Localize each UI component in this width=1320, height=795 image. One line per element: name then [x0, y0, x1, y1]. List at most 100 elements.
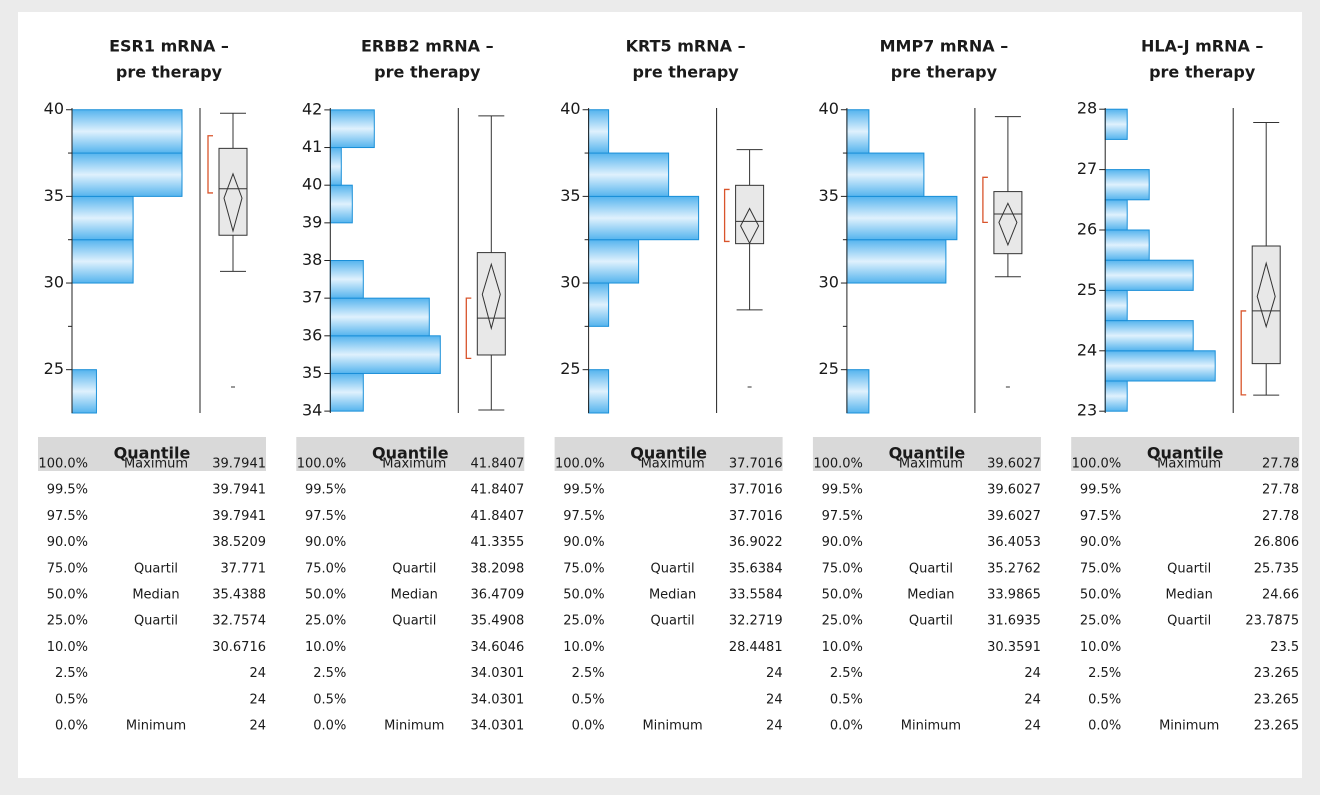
quantile-label: Quartil — [134, 614, 178, 629]
box — [218, 147, 248, 236]
y-tick-label: 41 — [302, 137, 322, 156]
quantile-label: Quartil — [392, 561, 436, 576]
y-tick-label: 26 — [1077, 220, 1097, 239]
quantile-percent: 10.0% — [1080, 640, 1121, 655]
quantile-percent: 97.5% — [305, 509, 346, 524]
histogram-bar — [329, 147, 342, 186]
quantile-percent: 10.0% — [47, 640, 88, 655]
quantile-value: 32.7574 — [212, 614, 266, 629]
quantile-percent: 50.0% — [822, 588, 863, 603]
quantile-value: 34.0301 — [471, 692, 525, 707]
y-tick-label: 35 — [302, 363, 322, 382]
quantile-value: 27.78 — [1262, 483, 1299, 498]
quantile-percent: 0.5% — [313, 692, 346, 707]
y-tick-label: 30 — [560, 273, 580, 292]
quantile-label: Quartil — [134, 561, 178, 576]
histogram-bar — [71, 152, 183, 197]
histogram-bar — [1104, 169, 1150, 201]
quantile-percent: 0.0% — [313, 719, 346, 734]
quantile-percent: 97.5% — [47, 509, 88, 524]
quantile-percent: 50.0% — [1080, 588, 1121, 603]
quantile-percent: 100.0% — [1072, 457, 1122, 472]
quantile-label: Quartil — [909, 614, 953, 629]
quantile-label: Maximum — [124, 457, 188, 472]
y-tick-label: 37 — [302, 288, 322, 307]
quantile-percent: 0.5% — [55, 692, 88, 707]
shortest-half — [723, 188, 730, 243]
quantile-label: Minimum — [126, 719, 186, 734]
quantile-value: 37.771 — [221, 561, 267, 576]
box — [476, 252, 506, 356]
quantile-percent: 25.0% — [563, 614, 604, 629]
histogram-bar — [329, 109, 375, 149]
quantile-percent: 0.5% — [1088, 692, 1121, 707]
chart-title: pre therapy — [632, 63, 739, 82]
quantile-value: 24 — [1024, 666, 1041, 681]
y-tick-label: 40 — [302, 175, 322, 194]
quantile-percent: 99.5% — [1080, 483, 1121, 498]
quantile-percent: 0.0% — [830, 719, 863, 734]
table-header-bg — [296, 437, 525, 471]
y-tick-label: 40 — [560, 99, 580, 118]
quantile-percent: 100.0% — [813, 457, 863, 472]
quantile-value: 27.78 — [1262, 509, 1299, 524]
quantile-value: 41.8407 — [471, 509, 525, 524]
shortest-half — [1240, 310, 1247, 396]
quantile-value: 39.7941 — [212, 483, 266, 498]
quantile-percent: 75.0% — [1080, 561, 1121, 576]
quantile-value: 37.7016 — [729, 509, 783, 524]
histogram-bar — [71, 239, 134, 284]
y-tick-label: 23 — [1077, 401, 1097, 420]
quantile-value: 23.7875 — [1245, 614, 1299, 629]
quantile-value: 23.265 — [1254, 719, 1300, 734]
quantile-percent: 99.5% — [563, 483, 604, 498]
quantile-value: 39.6027 — [987, 457, 1041, 472]
quantile-value: 24 — [1024, 692, 1041, 707]
quantile-percent: 2.5% — [313, 666, 346, 681]
quantile-percent: 10.0% — [305, 640, 346, 655]
quantile-value: 37.7016 — [729, 457, 783, 472]
quantile-label: Minimum — [642, 719, 702, 734]
quantile-percent: 90.0% — [305, 535, 346, 550]
quantile-percent: 25.0% — [822, 614, 863, 629]
quantile-percent: 99.5% — [47, 483, 88, 498]
histogram-bar — [71, 195, 134, 241]
quantile-label: Maximum — [1157, 457, 1221, 472]
histogram-bar — [588, 282, 610, 327]
quantile-value: 35.4908 — [471, 614, 525, 629]
quantile-percent: 50.0% — [47, 588, 88, 603]
quantile-percent: 0.0% — [55, 719, 88, 734]
quantile-value: 39.6027 — [987, 509, 1041, 524]
quantile-value: 24 — [249, 666, 266, 681]
quantile-value: 24 — [766, 666, 783, 681]
quantile-label: Quartil — [651, 614, 695, 629]
quantile-percent: 0.0% — [1088, 719, 1121, 734]
chart-title: KRT5 mRNA – — [626, 37, 746, 56]
quantile-percent: 97.5% — [822, 509, 863, 524]
histogram-bar — [588, 369, 610, 414]
quantile-label: Median — [1166, 588, 1213, 603]
quantile-value: 24 — [766, 719, 783, 734]
table-header-bg — [812, 437, 1041, 471]
quantile-percent: 75.0% — [47, 561, 88, 576]
quantile-percent: 25.0% — [1080, 614, 1121, 629]
quantile-label: Minimum — [901, 719, 961, 734]
quantile-value: 24 — [1024, 719, 1041, 734]
y-tick-label: 25 — [1077, 280, 1097, 299]
quantile-value: 39.7941 — [212, 509, 266, 524]
histogram-bar — [588, 195, 700, 241]
quantile-value: 30.6716 — [212, 640, 266, 655]
y-tick-label: 34 — [302, 401, 322, 420]
quantile-value: 30.3591 — [987, 640, 1041, 655]
y-tick-label: 25 — [819, 359, 839, 378]
shortest-half — [982, 176, 988, 224]
histogram-bar — [1104, 350, 1216, 382]
mean-diamond — [1256, 261, 1276, 329]
quantile-value: 41.8407 — [471, 457, 525, 472]
histogram-bar — [1104, 380, 1128, 412]
box — [735, 184, 765, 245]
y-tick-label: 27 — [1077, 159, 1097, 178]
quantile-value: 35.6384 — [729, 561, 783, 576]
quantile-percent: 75.0% — [305, 561, 346, 576]
quantile-value: 23.265 — [1254, 666, 1300, 681]
